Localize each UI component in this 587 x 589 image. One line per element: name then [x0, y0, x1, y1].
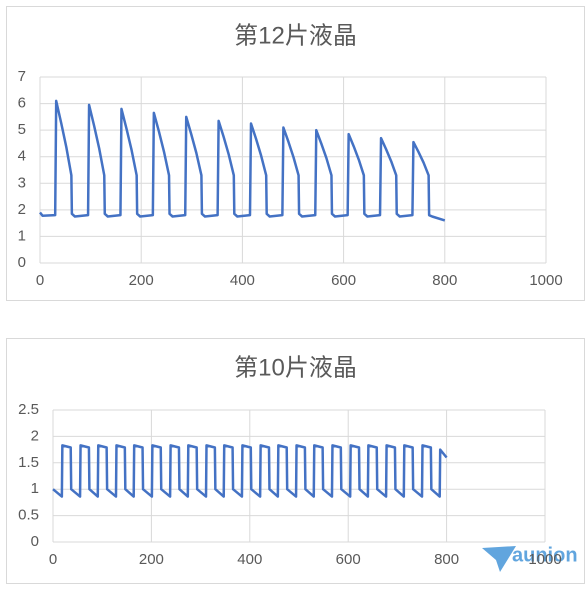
y-tick-label: 6 [18, 95, 26, 112]
watermark: aunion [512, 544, 578, 566]
y-tick-label: 0 [18, 254, 26, 271]
data-line [52, 444, 448, 498]
watermark-logo [482, 546, 516, 572]
y-tick-label: 2.5 [18, 401, 39, 418]
x-tick-label: 800 [432, 272, 457, 289]
data-line [39, 99, 446, 222]
x-tick-label: 1000 [528, 551, 561, 568]
y-tick-label: 7 [18, 68, 26, 85]
chart-title: 第12片液晶 [234, 22, 357, 49]
chart-frame [6, 6, 585, 301]
x-tick-label: 800 [434, 551, 459, 568]
chart-title: 第10片液晶 [234, 354, 357, 381]
y-tick-label: 5 [18, 121, 26, 138]
x-tick-label: 600 [331, 272, 356, 289]
y-tick-label: 2 [31, 427, 39, 444]
y-tick-label: 0 [31, 533, 39, 550]
x-tick-label: 200 [129, 272, 154, 289]
y-tick-label: 2 [18, 201, 26, 218]
x-tick-label: 1000 [529, 272, 562, 289]
x-tick-label: 400 [237, 551, 262, 568]
y-tick-label: 1 [31, 480, 39, 497]
y-tick-label: 3 [18, 174, 26, 191]
y-tick-label: 1 [18, 227, 26, 244]
x-tick-label: 0 [36, 272, 44, 289]
y-tick-label: 1.5 [18, 454, 39, 471]
y-tick-label: 0.5 [18, 507, 39, 524]
x-tick-label: 200 [139, 551, 164, 568]
y-tick-label: 4 [18, 148, 26, 165]
x-tick-label: 600 [336, 551, 361, 568]
x-tick-label: 0 [49, 551, 57, 568]
x-tick-label: 400 [230, 272, 255, 289]
